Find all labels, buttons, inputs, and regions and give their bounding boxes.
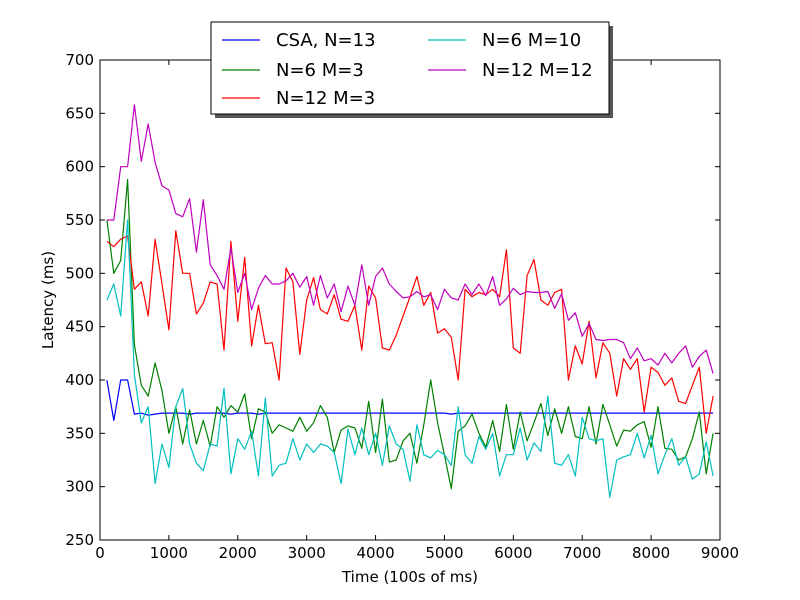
x-tick-label: 8000 [632,544,670,562]
x-tick-label: 3000 [288,544,326,562]
legend-label-4: N=6 M=10 [482,30,581,51]
series-line-2 [106,178,714,490]
x-tick-label: 9000 [701,544,739,562]
y-tick-label: 700 [65,51,94,69]
y-tick-label: 650 [65,104,94,122]
legend-label-2: N=6 M=3 [276,60,364,81]
legend-label-5: N=12 M=12 [482,60,593,81]
plot-series [106,104,714,498]
y-tick-label: 400 [65,371,94,389]
y-tick-label: 450 [65,318,94,336]
y-tick-label: 250 [65,531,94,549]
y-tick-label: 350 [65,424,94,442]
legend: CSA, N=13 N=6 M=3 N=12 M=3 N=6 M=10 N=12 M=1… [210,21,613,118]
y-tick-label: 600 [65,158,94,176]
y-tick-label: 500 [65,264,94,282]
legend-label-3: N=12 M=3 [276,88,375,109]
series-line-4 [106,219,714,498]
y-axis-label: Latency (ms) [39,251,57,349]
y-tick-label: 300 [65,478,94,496]
x-tick-label: 7000 [563,544,601,562]
series-line-5 [106,104,714,374]
x-axis-ticks: 0 1000 2000 3000 4000 5000 6000 7000 8000 9000 [95,60,739,562]
x-tick-label: 1000 [150,544,188,562]
y-axis-ticks: 250 300 350 400 450 500 550 600 650 700 [65,51,720,549]
x-tick-label: 6000 [494,544,532,562]
x-tick-label: 2000 [219,544,257,562]
series-line-1 [106,379,714,422]
x-axis-label: Time (100s of ms) [341,568,478,586]
legend-label-1: CSA, N=13 [276,30,376,51]
y-tick-label: 550 [65,211,94,229]
x-tick-label: 0 [95,544,105,562]
x-tick-label: 4000 [356,544,394,562]
legend-box [210,21,610,115]
x-tick-label: 5000 [425,544,463,562]
